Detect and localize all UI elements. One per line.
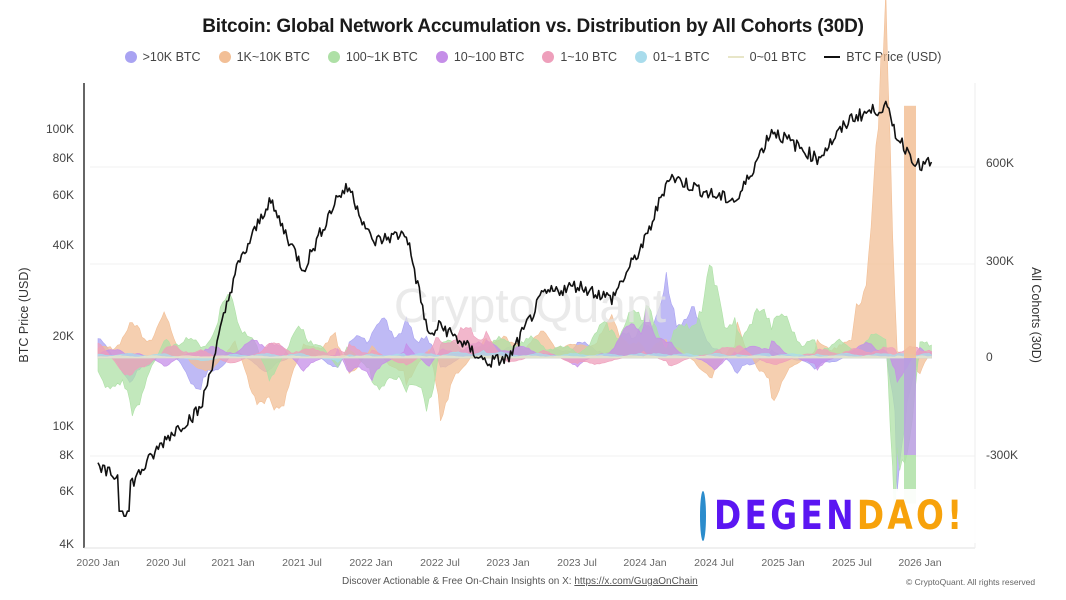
cohort-areas — [97, 0, 932, 528]
area-series — [97, 350, 932, 363]
price-line — [97, 100, 933, 517]
left-tick-label: 20K — [52, 329, 74, 343]
mascot-avatar-icon — [700, 491, 706, 541]
legend-line-icon — [727, 56, 744, 58]
area-series — [97, 264, 932, 528]
legend-item[interactable]: 1K~10K BTC — [218, 50, 310, 64]
x-tick-label: 2022 Jan — [349, 557, 393, 569]
legend-item[interactable]: 01~1 BTC — [635, 50, 710, 64]
legend-item[interactable]: BTC Price (USD) — [824, 50, 941, 64]
logo-dao: DAO! — [856, 493, 966, 539]
legend-label: BTC Price (USD) — [846, 50, 942, 64]
x-tick-label: 2021 Jan — [211, 557, 255, 569]
legend-item[interactable]: 100~1K BTC — [327, 50, 418, 64]
legend-label: >10K BTC — [142, 50, 201, 64]
footer-caption: Discover Actionable & Free On-Chain Insi… — [342, 576, 575, 587]
left-tick-label: 4K — [59, 537, 74, 551]
left-tick-label: 100K — [45, 122, 74, 136]
legend-dot-icon — [435, 51, 448, 63]
right-tick-label: 600K — [986, 156, 1015, 170]
legend-dot-icon — [635, 51, 647, 63]
legend-line-icon — [824, 56, 841, 58]
right-tick-label: -300K — [986, 448, 1019, 462]
footer-text: Discover Actionable & Free On-Chain Insi… — [342, 576, 698, 587]
x-tick-label: 2023 Jul — [557, 557, 597, 569]
area-series — [97, 355, 932, 359]
left-axis-label: BTC Price (USD) — [17, 267, 31, 363]
chart-legend: >10K BTC 1K~10K BTC 100~1K BTC 10~100 BTC 1~… — [0, 50, 1066, 64]
left-tick-label: 8K — [59, 448, 74, 462]
footer-link[interactable]: https://x.com/GugaOnChain — [574, 576, 698, 587]
copyright-text: © CryptoQuant. All rights reserved — [906, 577, 1036, 587]
left-tick-label: 80K — [52, 151, 74, 165]
degendao-logo: DEGENDAO! — [700, 489, 1018, 543]
legend-dot-icon — [542, 51, 555, 63]
legend-dot-icon — [124, 51, 137, 63]
legend-item[interactable]: 0~01 BTC — [727, 50, 807, 64]
left-tick-label: 10K — [52, 419, 74, 433]
right-tick-label: 300K — [986, 254, 1015, 268]
x-tick-label: 2025 Jul — [832, 557, 872, 569]
legend-label: 10~100 BTC — [453, 50, 525, 64]
logo-wordmark: DEGENDAO! — [714, 496, 965, 536]
legend-label: 0~01 BTC — [749, 50, 807, 64]
legend-dot-icon — [327, 51, 340, 63]
x-tick-label: 2026 Jan — [898, 557, 942, 569]
chart-title: Bitcoin: Global Network Accumulation vs.… — [202, 16, 864, 37]
left-tick-label: 40K — [52, 238, 74, 252]
x-tick-label: 2024 Jan — [623, 557, 667, 569]
left-tick-label: 6K — [59, 484, 74, 498]
x-tick-label: 2024 Jul — [694, 557, 734, 569]
legend-item[interactable]: >10K BTC — [124, 50, 201, 64]
x-tick-label: 2023 Jan — [486, 557, 530, 569]
right-tick-label: 0 — [986, 350, 993, 364]
left-tick-label: 60K — [52, 188, 74, 202]
x-tick-label: 2020 Jul — [146, 557, 186, 569]
legend-item[interactable]: 10~100 BTC — [435, 50, 525, 64]
x-tick-label: 2025 Jan — [761, 557, 805, 569]
x-tick-label: 2020 Jan — [76, 557, 120, 569]
x-tick-label: 2022 Jul — [420, 557, 460, 569]
x-tick-label: 2021 Jul — [282, 557, 322, 569]
legend-item[interactable]: 1~10 BTC — [542, 50, 617, 64]
legend-label: 1K~10K BTC — [236, 50, 310, 64]
legend-dot-icon — [218, 51, 231, 63]
legend-label: 1~10 BTC — [560, 50, 617, 64]
watermark: CryptoQuant — [394, 280, 666, 333]
legend-label: 01~1 BTC — [653, 50, 710, 64]
logo-degen: DEGEN — [714, 493, 857, 539]
right-axis-label: All Cohorts (30D) — [1029, 267, 1043, 363]
legend-label: 100~1K BTC — [345, 50, 418, 64]
